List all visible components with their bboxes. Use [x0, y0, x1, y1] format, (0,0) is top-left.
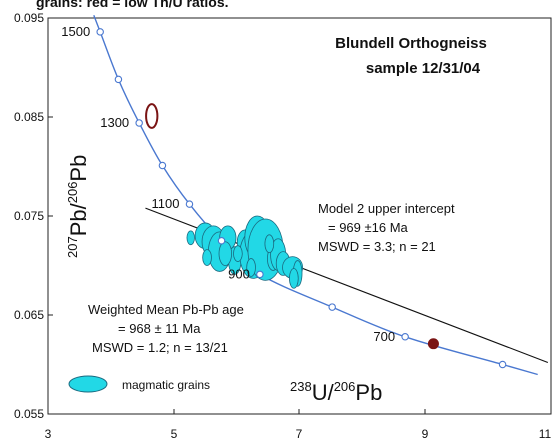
header-fragment: grains: red = low Th/U ratios. [36, 0, 229, 10]
magmatic-grain-ellipse [264, 234, 275, 254]
concordia-age-label: 1300 [100, 115, 129, 130]
x-tick-label: 5 [171, 427, 178, 441]
upper-intercept-line-2: = 969 ±16 Ma [328, 220, 409, 235]
x-axis: 3 5 7 9 11 [45, 409, 552, 441]
low-thu-grain-ellipse [145, 103, 159, 129]
concordia-age-tick [114, 75, 123, 84]
concordia-age-label: 700 [373, 329, 395, 344]
magmatic-grain-ellipse [202, 249, 212, 266]
y-tick-label: 0.065 [14, 308, 44, 322]
magmatic-grain-ellipse [218, 241, 232, 266]
legend: magmatic grains [68, 375, 210, 393]
upper-intercept-line-1: Model 2 upper intercept [318, 201, 455, 216]
magmatic-grain-ellipse [246, 258, 256, 277]
concordia-age-label: 1100 [152, 196, 180, 211]
concordia-age-ticks-layer: 1500 1300 1100 900 700 [61, 24, 507, 369]
y-tick-label: 0.075 [14, 209, 44, 223]
y-tick-label: 0.095 [14, 11, 44, 25]
concordia-age-tick [401, 333, 409, 341]
x-tick-label: 9 [422, 427, 429, 441]
concordia-age-tick [135, 119, 143, 127]
weighted-mean-line-2: = 968 ± 11 Ma [118, 321, 201, 336]
concordia-age-tick [185, 200, 194, 208]
y-axis-label: 207Pb/206Pb [65, 155, 91, 258]
x-tick-label: 3 [45, 427, 52, 441]
concordia-age-tick [328, 303, 336, 311]
concordia-age-tick [96, 28, 104, 36]
legend-swatch-magmatic [68, 375, 108, 393]
concordia-age-tick [217, 237, 226, 245]
concordia-age-tick [498, 360, 507, 369]
weighted-mean-line-3: MSWD = 1.2; n = 13/21 [92, 340, 228, 355]
y-tick-label: 0.055 [14, 407, 44, 421]
legend-label-magmatic: magmatic grains [122, 378, 210, 392]
concordia-age-tick [158, 161, 167, 170]
concordia-age-tick [256, 270, 264, 279]
chart-title-line-1: Blundell Orthogneiss [335, 35, 487, 52]
low-thu-grain-ellipse [427, 338, 439, 350]
concordia-age-label: 1500 [61, 24, 90, 39]
concordia-age-label: 900 [228, 266, 250, 281]
y-tick-label: 0.085 [14, 110, 44, 124]
magmatic-grain-ellipse [289, 268, 299, 289]
magmatic-grain-ellipse [233, 245, 243, 262]
chart-title-line-2: sample 12/31/04 [366, 60, 481, 77]
y-axis: 0.095 0.085 0.075 0.065 0.055 [14, 11, 53, 421]
x-axis-label: 238U/206Pb [290, 379, 382, 405]
upper-intercept-line-3: MSWD = 3.3; n = 21 [318, 239, 436, 254]
grain-ellipses-layer [145, 103, 439, 350]
x-tick-label: 7 [296, 427, 303, 441]
weighted-mean-line-1: Weighted Mean Pb-Pb age [88, 302, 244, 317]
magmatic-grain-ellipse [186, 230, 195, 246]
x-tick-label: 11 [539, 427, 552, 441]
